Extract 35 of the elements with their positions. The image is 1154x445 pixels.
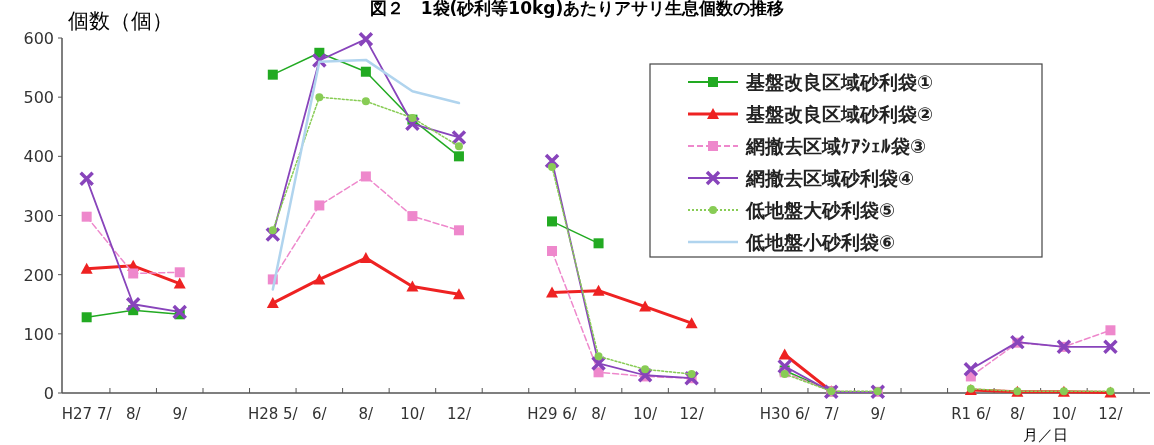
x-tick-label: 10/ [633, 405, 659, 423]
legend-label: 網撤去区域ｹｱｼｪﾙ袋③ [745, 135, 927, 157]
x-tick-label: R1 6/ [951, 405, 992, 423]
x-tick-label: 7/ [823, 405, 840, 423]
x-tick-label: 9/ [172, 405, 188, 423]
legend-label: 基盤改良区域砂利袋② [745, 103, 934, 125]
legend-label: 低地盤大砂利袋⑤ [745, 199, 896, 221]
x-tick-label: H27 7/ [61, 405, 113, 423]
x-tick-label: 6/ [312, 405, 328, 423]
x-tick-label: 8/ [591, 405, 607, 423]
y-tick-label: 600 [23, 29, 54, 48]
legend-label: 低地盤小砂利袋⑥ [745, 231, 896, 253]
x-tick-label: H30 6/ [759, 405, 811, 423]
x-tick-label: 10/ [400, 405, 426, 423]
x-tick-label: 8/ [358, 405, 375, 423]
x-tick-label: 12/ [446, 405, 472, 423]
y-tick-label: 200 [23, 265, 54, 285]
x-tick-label: 9/ [870, 405, 887, 423]
y-axis-title: 個数（個） [68, 9, 173, 33]
legend-label: 基盤改良区域砂利袋① [745, 71, 934, 93]
x-tick-label: 8/ [125, 405, 142, 423]
x-tick-label: 8/ [1010, 405, 1026, 423]
x-tick-label: 12/ [1098, 405, 1124, 423]
x-tick-label: 12/ [679, 405, 705, 423]
legend-label: 網撤去区域砂利袋④ [745, 167, 915, 189]
x-tick-label: 10/ [1051, 405, 1077, 423]
y-tick-label: 300 [23, 206, 54, 226]
chart-title: 図２ 1袋(砂利等10kg)あたりアサリ生息個数の推移 [369, 0, 785, 18]
y-tick-label: 100 [23, 324, 54, 344]
x-tick-label: H28 5/ [247, 405, 299, 423]
y-tick-label: 400 [23, 147, 54, 167]
x-tick-label: H29 6/ [527, 405, 578, 423]
y-tick-label: 0 [43, 384, 54, 403]
x-axis-title: 月／日 [1022, 426, 1068, 444]
y-tick-label: 500 [23, 88, 54, 108]
